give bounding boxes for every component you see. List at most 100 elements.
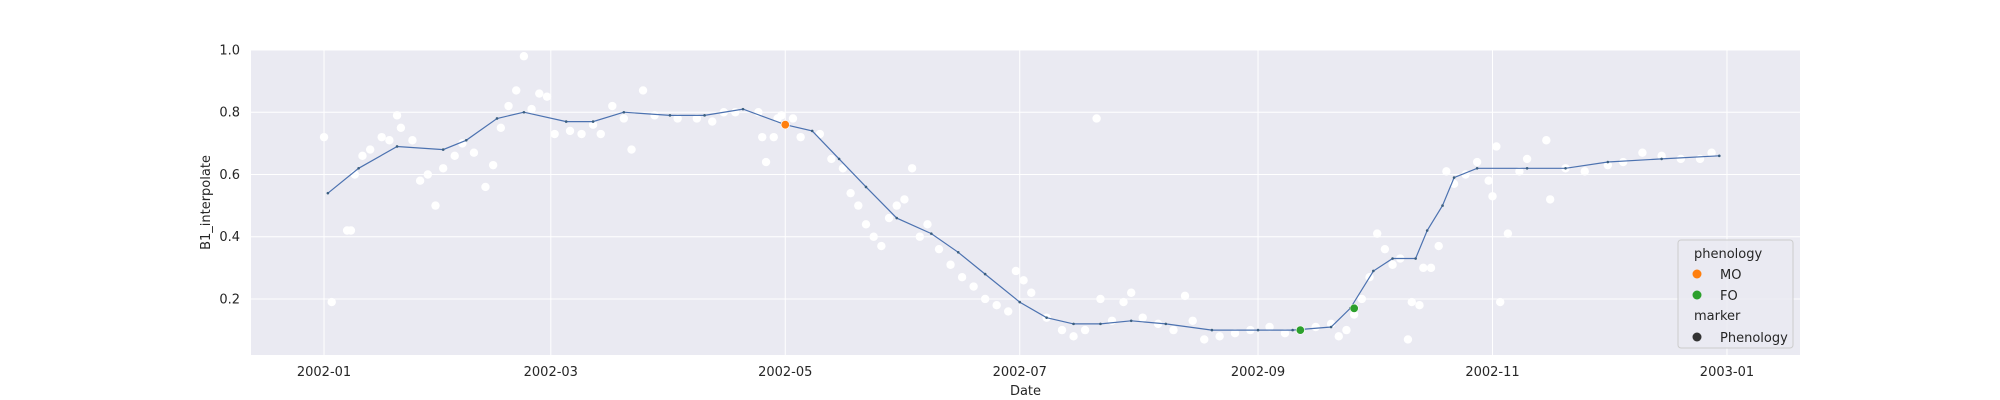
raw-point (1503, 229, 1513, 238)
interpolated-point (1072, 322, 1075, 326)
raw-point (519, 52, 529, 61)
interpolated-point (495, 117, 499, 120)
interpolated-point (1564, 166, 1567, 170)
raw-point (1011, 266, 1021, 276)
interpolated-point (668, 114, 672, 117)
raw-point (1230, 329, 1240, 338)
raw-point (827, 154, 836, 164)
interpolated-point (1660, 157, 1663, 161)
raw-point (542, 92, 552, 101)
raw-point (596, 129, 605, 139)
x-tick-label: 2002-09 (1231, 365, 1285, 380)
raw-point (327, 297, 336, 307)
raw-point (365, 145, 375, 154)
raw-point (1092, 114, 1101, 123)
raw-point (758, 132, 767, 142)
interpolated-point (1129, 319, 1133, 323)
raw-point (1442, 167, 1451, 176)
raw-point (861, 220, 871, 229)
raw-point (1311, 322, 1320, 332)
raw-point (488, 160, 498, 170)
legend-label-phenology: Phenology (1720, 331, 1788, 346)
raw-point (469, 148, 479, 157)
raw-point (1215, 332, 1224, 341)
interpolated-curve-markers (326, 107, 1721, 332)
raw-point (846, 188, 855, 198)
raw-point (1388, 260, 1397, 269)
interpolated-point (1256, 328, 1260, 332)
raw-point (708, 117, 717, 126)
interpolated-point (1425, 229, 1429, 232)
interpolated-point (1210, 328, 1214, 332)
raw-point (504, 101, 513, 111)
x-tick-label: 2003-01 (1700, 365, 1754, 380)
raw-point (1415, 301, 1424, 310)
raw-point (761, 157, 771, 167)
raw-point (619, 114, 629, 123)
y-tick-label: 0.8 (219, 106, 240, 121)
raw-point (431, 201, 440, 210)
raw-point (565, 126, 575, 136)
interpolated-point (1717, 154, 1721, 158)
raw-point (1484, 176, 1493, 185)
raw-point (1188, 316, 1197, 325)
raw-point (1027, 288, 1036, 297)
interpolated-point (1099, 322, 1102, 326)
raw-point (1495, 297, 1505, 307)
x-tick-label: 2002-07 (993, 365, 1047, 380)
interpolated-point (326, 191, 330, 195)
interpolated-point (895, 216, 899, 220)
grid-lines (251, 49, 1800, 355)
interpolated-point (741, 107, 745, 111)
interpolated-point (395, 145, 399, 148)
raw-point (777, 111, 786, 120)
raw-point (907, 164, 917, 173)
interpolated-point (1164, 322, 1168, 326)
interpolated-point (1372, 269, 1375, 273)
raw-point (1657, 151, 1666, 161)
raw-point (1334, 332, 1343, 341)
raw-point (869, 232, 878, 241)
raw-point (1069, 332, 1078, 341)
x-tick-label: 2002-11 (1465, 365, 1519, 380)
raw-point (1127, 288, 1136, 297)
raw-point (934, 244, 944, 254)
raw-point (900, 195, 909, 204)
interpolated-point (1329, 325, 1333, 329)
interpolated-point (703, 114, 706, 117)
raw-point (969, 282, 978, 291)
raw-point (923, 220, 932, 229)
raw-point (1119, 297, 1128, 307)
raw-point (1349, 310, 1359, 319)
raw-point (550, 129, 559, 139)
interpolated-point (1475, 166, 1479, 170)
raw-point (535, 89, 544, 98)
interpolated-point (464, 138, 468, 142)
raw-point (1004, 307, 1013, 316)
raw-point (1488, 192, 1497, 201)
raw-point (1280, 329, 1290, 338)
raw-point (1676, 154, 1686, 164)
raw-point (1107, 316, 1117, 325)
phenology-points (780, 120, 1359, 335)
raw-point (1153, 319, 1163, 329)
raw-point (1180, 291, 1190, 301)
raw-point (423, 170, 433, 179)
y-tick-label: 0.2 (219, 292, 240, 307)
raw-point (957, 272, 967, 282)
interpolated-point (1391, 257, 1394, 260)
raw-point (512, 86, 521, 95)
legend-title-marker: marker (1694, 309, 1741, 324)
raw-point (319, 132, 329, 142)
raw-point (481, 182, 490, 192)
raw-point (1419, 263, 1428, 273)
interpolated-point (1018, 300, 1022, 304)
interpolated-point (591, 120, 595, 123)
raw-point (1326, 319, 1336, 329)
phenology-point-fo (1295, 325, 1305, 335)
raw-point (438, 164, 448, 173)
raw-point (396, 123, 406, 133)
interpolated-point (1452, 176, 1456, 179)
raw-point (1342, 325, 1351, 335)
